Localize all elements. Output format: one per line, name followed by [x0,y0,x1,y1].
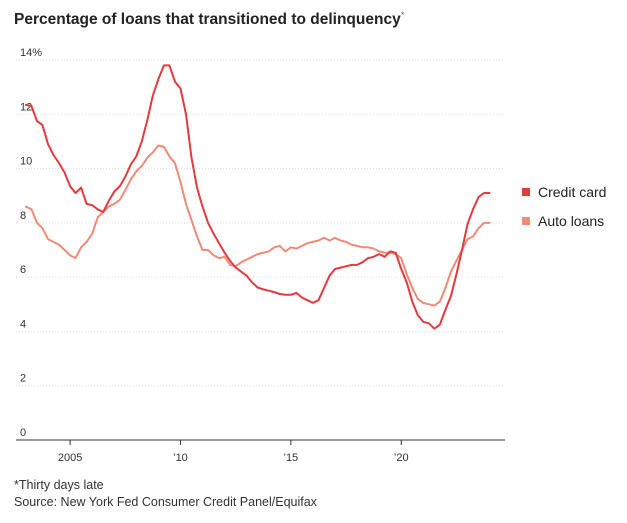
legend-swatch-credit-card [522,188,530,196]
chart-title: Percentage of loans that transitioned to… [14,10,405,29]
y-axis-ticks: 14% 12 10 8 6 4 2 0 [20,47,42,439]
source-note: Source: New York Fed Consumer Credit Pan… [14,495,317,509]
y-tick-label-4: 4 [20,318,26,330]
legend-label-auto-loans: Auto loans [538,213,605,229]
legend-item-credit-card: Credit card [522,184,606,200]
title-footnote-mark: * [400,10,405,20]
legend-item-auto-loans: Auto loans [522,213,604,229]
footnote: *Thirty days late [14,478,104,492]
y-tick-label-14: 14% [20,47,42,59]
series-line-auto-loans [24,144,491,307]
x-tick-label-2005: 2005 [58,452,82,464]
x-axis-ticks: 2005 ’10 ’15 ’20 [58,440,409,464]
y-tick-label-8: 8 [20,210,26,222]
x-tick-label-2015: ’15 [284,452,299,464]
series-lines [24,64,491,330]
x-tick-label-2010: ’10 [173,452,188,464]
legend-label-credit-card: Credit card [538,184,607,200]
x-tick-label-2020: ’20 [394,452,409,464]
chart-title-text: Percentage of loans that transitioned to… [14,11,401,28]
legend-swatch-auto-loans [522,217,530,225]
y-tick-label-0: 0 [20,427,26,439]
y-tick-label-6: 6 [20,264,26,276]
y-tick-label-10: 10 [20,156,32,168]
grid-lines [16,59,505,441]
series-line-credit-card [24,64,491,330]
y-tick-label-12: 12 [20,101,32,113]
y-tick-label-2: 2 [20,373,26,385]
